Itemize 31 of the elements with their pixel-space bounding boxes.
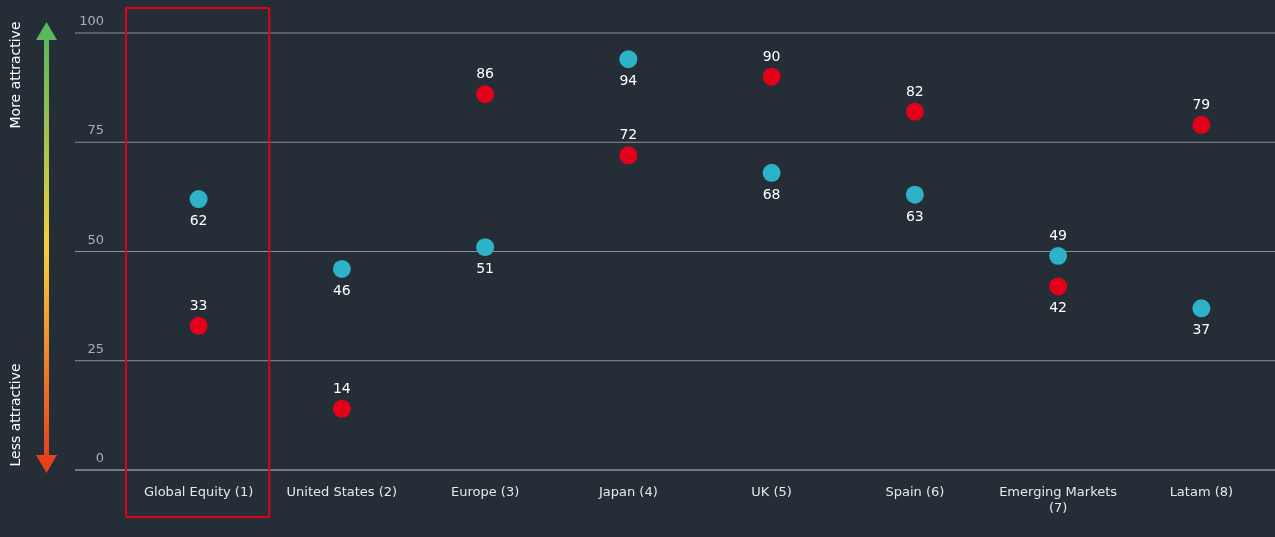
x-tick-label: Europe (3) [450,484,520,499]
y-tick-label: 100 [79,13,104,28]
x-tick-label: UK (5) [751,484,792,499]
data-label: 62 [189,212,208,229]
text: More attractive [7,21,23,129]
data-label: 94 [619,72,638,89]
data-label: 90 [762,47,781,64]
x-tick-label: Emerging Markets (7) [999,484,1118,515]
data-label: 82 [905,82,924,99]
data-label: 49 [1049,226,1068,243]
x-tick-label: Japan (4) [597,484,658,499]
data-label: 63 [905,207,924,224]
y-tick-label: 0 [95,450,104,465]
data-label: 79 [1192,95,1211,112]
data-label: 33 [189,296,208,313]
x-tick-label: Spain (6) [885,484,945,499]
text: Less attractive [7,363,23,467]
data-label: 51 [476,260,495,277]
y-tick-label: 75 [87,122,104,138]
data-label: 37 [1192,321,1211,338]
data-label: 68 [762,185,781,202]
y-tick-label: 50 [87,231,104,247]
x-tick-label: United States (2) [286,484,398,499]
data-label: 72 [619,126,638,143]
data-label: 42 [1049,299,1068,316]
y-tick-label: 25 [87,340,104,356]
data-label: 46 [332,281,351,298]
data-label: 14 [332,379,351,396]
data-label: 86 [476,65,495,82]
x-tick-label: Latam (8) [1169,484,1234,499]
x-tick-label: Global Equity (1) [143,484,254,499]
